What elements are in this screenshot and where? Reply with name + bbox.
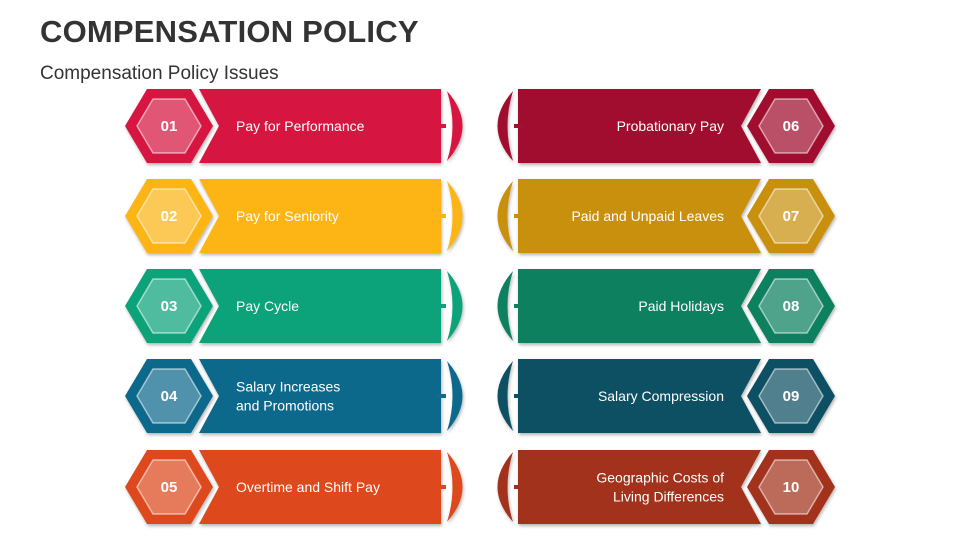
connector-bar bbox=[514, 485, 524, 489]
right-item: 07 Paid and Unpaid Leaves bbox=[497, 179, 835, 253]
number-hexagon bbox=[125, 359, 213, 433]
item-number: 07 bbox=[783, 208, 800, 225]
connector-bar bbox=[436, 124, 446, 128]
left-item: 04 Salary Increases and Promotions bbox=[125, 359, 463, 433]
connector-bar bbox=[436, 214, 446, 218]
arrow-tip bbox=[447, 181, 463, 251]
connector-bar bbox=[514, 214, 524, 218]
right-item: 10 Geographic Costs of Living Differences bbox=[497, 450, 835, 524]
connector-bar bbox=[514, 304, 524, 308]
item-number: 09 bbox=[783, 388, 800, 405]
number-hexagon bbox=[125, 89, 213, 163]
right-item-label: Salary Compression bbox=[598, 388, 724, 404]
number-hexagon bbox=[747, 269, 835, 343]
right-item: 09 Salary Compression bbox=[497, 359, 835, 433]
right-item-label: Geographic Costs of bbox=[596, 470, 724, 486]
arrow-tip bbox=[447, 91, 463, 161]
number-hexagon-inner bbox=[758, 459, 824, 515]
right-item: 06 Probationary Pay bbox=[497, 89, 835, 163]
connector-bar bbox=[436, 485, 446, 489]
left-banner bbox=[199, 450, 441, 524]
right-banner bbox=[518, 89, 761, 163]
page-title: COMPENSATION POLICY bbox=[40, 14, 419, 49]
arrow-tip bbox=[497, 271, 513, 341]
arrow-tip bbox=[447, 452, 463, 522]
left-banner bbox=[199, 359, 441, 433]
item-number: 04 bbox=[161, 388, 178, 405]
page-subtitle: Compensation Policy Issues bbox=[40, 63, 279, 84]
left-item-label: Overtime and Shift Pay bbox=[236, 479, 380, 495]
number-hexagon-inner bbox=[136, 98, 202, 154]
number-hexagon-inner bbox=[758, 278, 824, 334]
arrow-tip bbox=[447, 361, 463, 431]
right-banner bbox=[518, 269, 761, 343]
number-hexagon-inner bbox=[758, 368, 824, 424]
number-hexagon bbox=[125, 450, 213, 524]
number-hexagon bbox=[747, 179, 835, 253]
number-hexagon bbox=[747, 359, 835, 433]
item-number: 10 bbox=[783, 479, 800, 496]
connector-bar bbox=[436, 304, 446, 308]
left-item: 05 Overtime and Shift Pay bbox=[125, 450, 463, 524]
right-banner bbox=[518, 450, 761, 524]
item-number: 02 bbox=[161, 208, 178, 225]
item-number: 05 bbox=[161, 479, 178, 496]
arrow-tip bbox=[447, 271, 463, 341]
number-hexagon bbox=[747, 89, 835, 163]
arrow-tip bbox=[497, 452, 513, 522]
right-banner bbox=[518, 179, 761, 253]
left-item-label: Salary Increases bbox=[236, 379, 340, 395]
arrow-tip bbox=[497, 181, 513, 251]
number-hexagon-inner bbox=[136, 459, 202, 515]
item-number: 03 bbox=[161, 298, 178, 315]
left-item: 01 Pay for Performance bbox=[125, 89, 463, 163]
arrow-tip bbox=[497, 361, 513, 431]
left-item: 03 Pay Cycle bbox=[125, 269, 463, 343]
left-banner bbox=[199, 179, 441, 253]
number-hexagon-inner bbox=[136, 188, 202, 244]
connector-bar bbox=[514, 124, 524, 128]
left-item: 02 Pay for Seniority bbox=[125, 179, 463, 253]
number-hexagon-inner bbox=[758, 98, 824, 154]
left-item-label: Pay for Seniority bbox=[236, 208, 339, 224]
left-item-label: Pay Cycle bbox=[236, 298, 299, 314]
left-banner bbox=[199, 269, 441, 343]
left-item-label: Pay for Performance bbox=[236, 118, 365, 134]
number-hexagon bbox=[747, 450, 835, 524]
item-number: 01 bbox=[161, 118, 178, 135]
left-banner bbox=[199, 89, 441, 163]
number-hexagon bbox=[125, 269, 213, 343]
number-hexagon-inner bbox=[136, 278, 202, 334]
connector-bar bbox=[514, 394, 524, 398]
item-number: 08 bbox=[783, 298, 800, 315]
right-banner bbox=[518, 359, 761, 433]
right-item-label: Living Differences bbox=[613, 489, 724, 505]
left-item-label: and Promotions bbox=[236, 398, 334, 414]
right-item-label: Paid and Unpaid Leaves bbox=[571, 208, 724, 224]
right-item-label: Paid Holidays bbox=[638, 298, 724, 314]
connector-bar bbox=[436, 394, 446, 398]
arrow-tip bbox=[497, 91, 513, 161]
number-hexagon-inner bbox=[758, 188, 824, 244]
right-item-label: Probationary Pay bbox=[617, 118, 724, 134]
number-hexagon bbox=[125, 179, 213, 253]
number-hexagon-inner bbox=[136, 368, 202, 424]
item-number: 06 bbox=[783, 118, 800, 135]
right-item: 08 Paid Holidays bbox=[497, 269, 835, 343]
